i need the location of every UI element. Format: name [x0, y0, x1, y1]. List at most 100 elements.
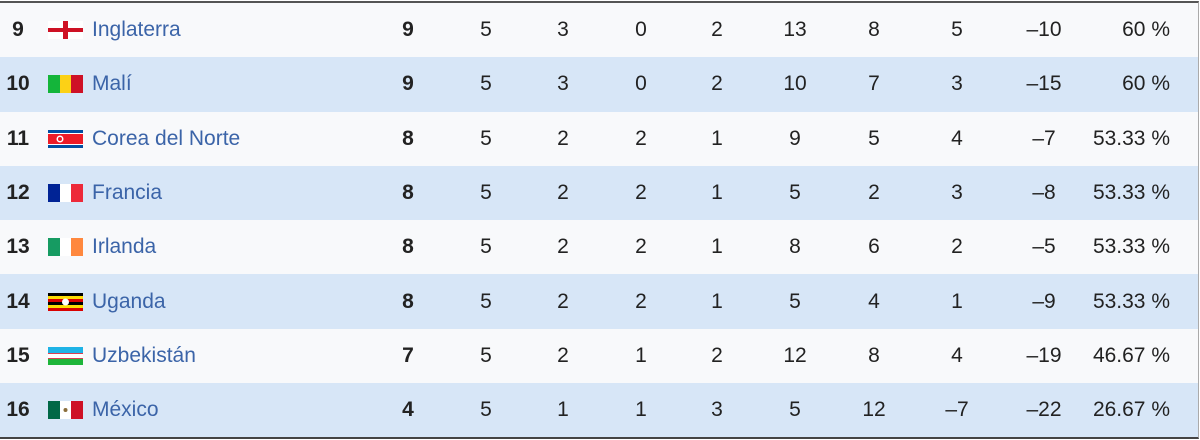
points-cell: 8 — [402, 235, 414, 259]
percentage-cell: 53.33 % — [1092, 289, 1170, 313]
won-cell: 3 — [557, 18, 569, 42]
table-row: 10 Malí 9 5 3 0 2 10 7 3 –15 60 % — [0, 57, 1198, 112]
goal-difference-cell: 5 — [951, 18, 963, 42]
drawn-cell: 1 — [635, 343, 647, 367]
table-row: 16 México 4 5 1 1 3 5 12 –7 –22 26.67 % — [0, 383, 1198, 438]
rank: 10 — [6, 72, 30, 96]
percentage-cell: 26.67 % — [1092, 398, 1170, 422]
goals-against-cell: 8 — [868, 18, 880, 42]
points-cell: 8 — [402, 289, 414, 313]
flag-uganda-icon — [48, 292, 83, 311]
rank: 12 — [6, 181, 30, 205]
percentage-cell: 53.33 % — [1092, 235, 1170, 259]
drawn-cell: 0 — [635, 72, 647, 96]
percentage-cell: 53.33 % — [1092, 126, 1170, 150]
country-link[interactable]: Irlanda — [92, 235, 157, 259]
goal-difference-cell: 4 — [951, 126, 963, 150]
played-cell: 5 — [480, 235, 492, 259]
value-cell: –15 — [1026, 72, 1062, 96]
rank: 15 — [6, 343, 30, 367]
rank: 16 — [6, 398, 30, 422]
country-link[interactable]: Uganda — [92, 289, 166, 313]
rank: 9 — [12, 18, 24, 42]
goal-difference-cell: 2 — [951, 235, 963, 259]
lost-cell: 1 — [711, 181, 723, 205]
percentage-cell: 60 % — [1122, 72, 1170, 96]
goals-for-cell: 13 — [783, 18, 807, 42]
points-cell: 9 — [402, 18, 414, 42]
flag-north-korea-icon — [48, 129, 83, 148]
lost-cell: 2 — [711, 18, 723, 42]
percentage-cell: 60 % — [1122, 18, 1170, 42]
goals-for-cell: 5 — [789, 181, 801, 205]
table-row: 14 Uganda 8 5 2 2 1 5 4 1 –9 53.33 % — [0, 274, 1198, 329]
percentage-cell: 46.67 % — [1092, 343, 1170, 367]
goals-for-cell: 10 — [783, 72, 807, 96]
played-cell: 5 — [480, 72, 492, 96]
lost-cell: 3 — [711, 398, 723, 422]
rank: 13 — [6, 235, 30, 259]
lost-cell: 1 — [711, 126, 723, 150]
value-cell: –8 — [1032, 181, 1056, 205]
won-cell: 1 — [557, 398, 569, 422]
lost-cell: 1 — [711, 235, 723, 259]
goals-for-cell: 5 — [789, 289, 801, 313]
table-row: 9 Inglaterra 9 5 3 0 2 13 8 5 –10 60 % — [0, 3, 1198, 58]
drawn-cell: 1 — [635, 398, 647, 422]
value-cell: –10 — [1026, 18, 1062, 42]
goals-for-cell: 9 — [789, 126, 801, 150]
goals-against-cell: 4 — [868, 289, 880, 313]
goals-for-cell: 8 — [789, 235, 801, 259]
won-cell: 3 — [557, 72, 569, 96]
goals-against-cell: 12 — [862, 398, 886, 422]
flag-uzbekistan-icon — [48, 346, 83, 365]
country-link[interactable]: Uzbekistán — [92, 343, 196, 367]
goals-for-cell: 12 — [783, 343, 807, 367]
goals-against-cell: 7 — [868, 72, 880, 96]
country-link[interactable]: Corea del Norte — [92, 126, 241, 150]
won-cell: 2 — [557, 235, 569, 259]
rank: 11 — [6, 126, 30, 150]
goals-against-cell: 2 — [868, 181, 880, 205]
won-cell: 2 — [557, 289, 569, 313]
country-link[interactable]: Inglaterra — [92, 18, 181, 42]
country-link[interactable]: México — [92, 398, 159, 422]
points-cell: 8 — [402, 181, 414, 205]
lost-cell: 2 — [711, 72, 723, 96]
flag-mexico-icon — [48, 401, 83, 420]
drawn-cell: 0 — [635, 18, 647, 42]
country-link[interactable]: Malí — [92, 72, 132, 96]
goals-for-cell: 5 — [789, 398, 801, 422]
value-cell: –19 — [1026, 343, 1062, 367]
value-cell: –22 — [1026, 398, 1062, 422]
played-cell: 5 — [480, 289, 492, 313]
drawn-cell: 2 — [635, 126, 647, 150]
flag-france-icon — [48, 184, 83, 203]
table-row: 13 Irlanda 8 5 2 2 1 8 6 2 –5 53.33 % — [0, 220, 1198, 275]
drawn-cell: 2 — [635, 181, 647, 205]
played-cell: 5 — [480, 181, 492, 205]
points-cell: 9 — [402, 72, 414, 96]
drawn-cell: 2 — [635, 289, 647, 313]
table-row: 15 Uzbekistán 7 5 2 1 2 12 8 4 –19 46.67 % — [0, 328, 1198, 384]
goal-difference-cell: 3 — [951, 181, 963, 205]
points-cell: 4 — [402, 398, 414, 422]
played-cell: 5 — [480, 18, 492, 42]
flag-mali-icon — [48, 75, 83, 94]
flag-ireland-icon — [48, 238, 83, 257]
goals-against-cell: 8 — [868, 343, 880, 367]
percentage-cell: 53.33 % — [1092, 181, 1170, 205]
points-cell: 8 — [402, 126, 414, 150]
country-link[interactable]: Francia — [92, 181, 163, 205]
won-cell: 2 — [557, 126, 569, 150]
rank: 14 — [6, 289, 30, 313]
goal-difference-cell: –7 — [945, 398, 969, 422]
goals-against-cell: 6 — [868, 235, 880, 259]
played-cell: 5 — [480, 126, 492, 150]
drawn-cell: 2 — [635, 235, 647, 259]
value-cell: –7 — [1032, 126, 1056, 150]
flag-england-icon — [48, 21, 83, 40]
goal-difference-cell: 3 — [951, 72, 963, 96]
value-cell: –9 — [1032, 289, 1056, 313]
